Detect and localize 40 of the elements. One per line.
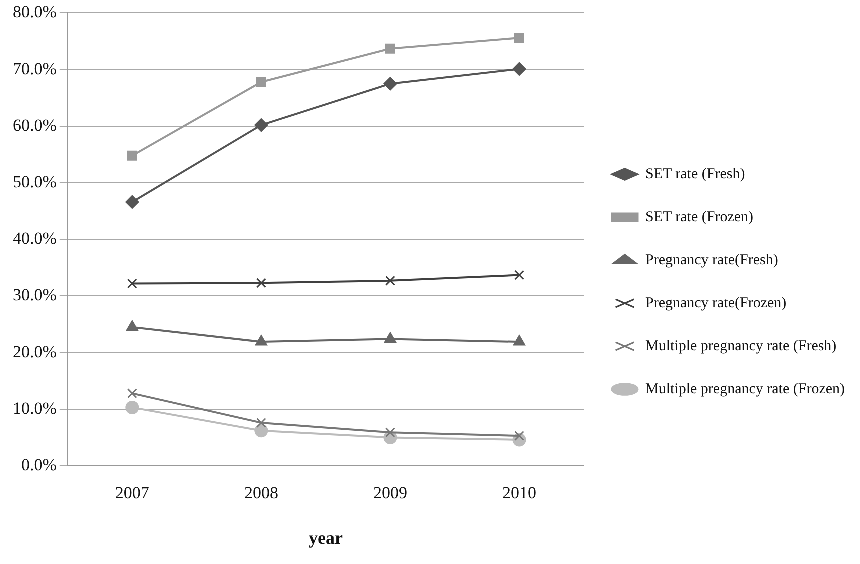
legend-label: SET rate (Fresh): [645, 166, 746, 182]
point: [256, 278, 266, 288]
point: [254, 424, 268, 438]
x-tick-label: 2010: [502, 484, 536, 503]
y-tick-label: 0.0%: [21, 455, 57, 474]
y-tick-label: 80.0%: [12, 2, 57, 22]
y-tick-label: 70.0%: [12, 59, 57, 78]
point: [254, 118, 268, 132]
point: [255, 335, 268, 346]
y-tick-label: 10.0%: [12, 398, 57, 418]
point: [126, 195, 140, 209]
point: [514, 335, 526, 346]
point: [127, 278, 138, 289]
x-tick-label: 2009: [373, 484, 408, 503]
point: [256, 77, 266, 88]
y-tick-label: 60.0%: [12, 116, 57, 135]
y-tick-label: 20.0%: [12, 342, 57, 362]
point: [384, 332, 396, 343]
legend-label: Pregnancy rate(Fresh): [645, 252, 778, 268]
y-tick-label: 50.0%: [12, 172, 57, 192]
legend-label: Multiple pregnancy rate (Fresh): [645, 338, 837, 354]
point: [127, 150, 138, 161]
x-axis-title: year: [308, 528, 343, 548]
legend-label: Pregnancy rate(Frozen): [645, 295, 787, 312]
y-tick-label: 40.0%: [12, 229, 57, 248]
point: [384, 77, 398, 91]
point: [512, 62, 526, 76]
x-tick-label: 2008: [244, 484, 278, 503]
y-tick-label: 30.0%: [12, 286, 57, 305]
point: [385, 44, 396, 54]
point: [127, 388, 138, 399]
point: [126, 320, 138, 332]
point: [126, 400, 140, 414]
point: [514, 33, 524, 44]
legend-label: Multiple pregnancy rate (Frozen): [645, 381, 846, 398]
point: [385, 276, 396, 286]
point: [514, 270, 524, 280]
x-tick-label: 2007: [115, 484, 150, 503]
legend-label: SET rate (Frozen): [645, 209, 754, 226]
point: [256, 418, 266, 428]
